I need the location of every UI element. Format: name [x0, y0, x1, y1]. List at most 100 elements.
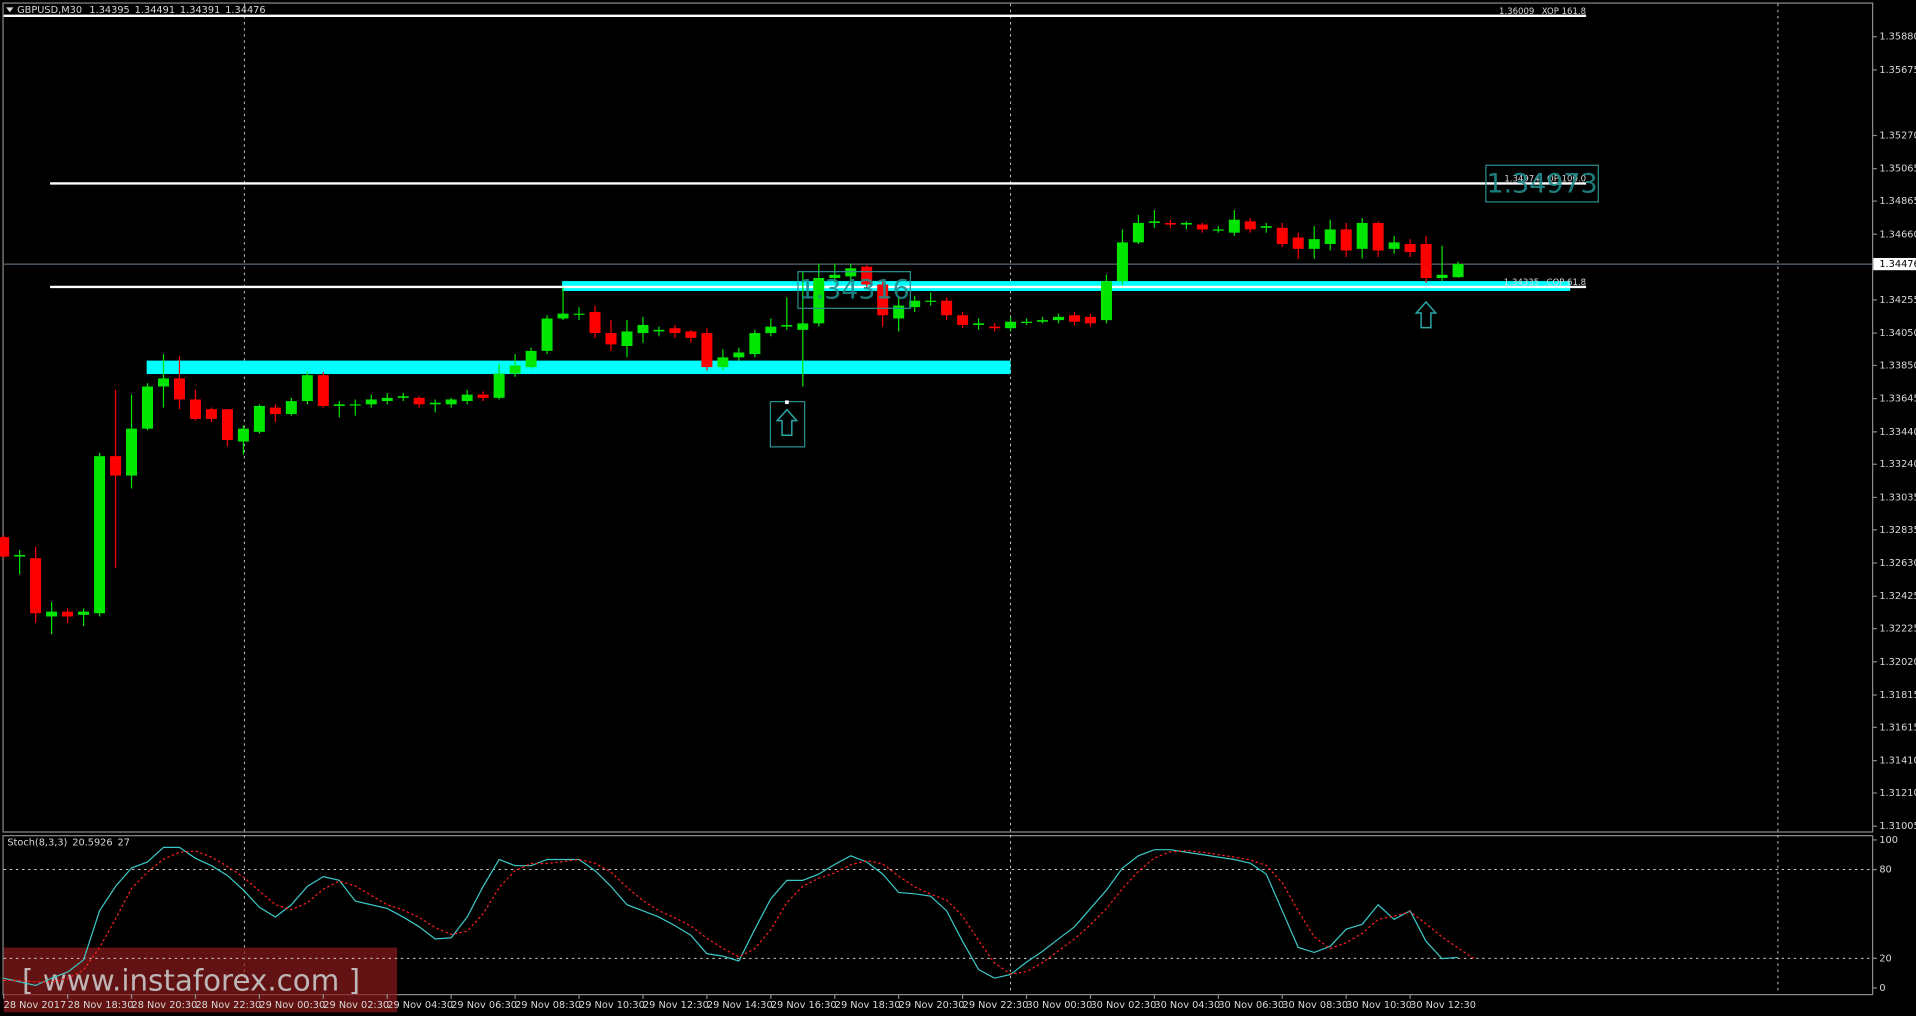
x-tick-label: 30 Nov 00:30	[1027, 1000, 1093, 1011]
header: GBPUSD,M30 1.34395 1.34491 1.34391 1.34476 S…	[6, 5, 266, 848]
candle-body	[1260, 226, 1272, 228]
level-name: OP 100.0	[1547, 174, 1586, 184]
y-tick-label: 1.31410	[1879, 756, 1916, 767]
candle-body	[1388, 242, 1400, 249]
candle-body	[142, 386, 154, 429]
candle-body	[365, 399, 377, 405]
y-tick-label: 1.32020	[1879, 657, 1916, 668]
x-tick-label: 30 Nov 04:30	[1154, 1000, 1220, 1011]
candle-body	[205, 409, 217, 419]
candle-body	[989, 326, 1001, 329]
stoch-title: Stoch(8,3,3)	[7, 837, 67, 848]
candle-body	[1404, 243, 1416, 253]
candle-body	[637, 324, 649, 334]
candle-body	[1021, 321, 1033, 323]
candle-body	[381, 397, 393, 402]
level-name: XOP 161.8	[1542, 6, 1586, 16]
candle-body	[173, 378, 185, 400]
header-close: 1.34476	[225, 5, 265, 16]
candle-body	[1180, 222, 1192, 225]
candle-body	[285, 401, 297, 415]
candle-body	[1100, 281, 1112, 321]
y-tick-label: 1.33440	[1879, 427, 1916, 438]
candle-body	[1084, 316, 1096, 324]
candle-body	[62, 611, 74, 617]
candle-body	[1212, 229, 1224, 231]
watermark-text: [ www.instaforex.com ]	[22, 963, 360, 997]
candle-body	[1196, 224, 1208, 230]
stoch-main-value: 20.5926	[72, 837, 112, 848]
candle-body	[957, 315, 969, 325]
candle-body	[813, 278, 825, 324]
signal-arrows	[769, 300, 1438, 448]
y-tick-label: 1.35880	[1879, 32, 1916, 43]
candle-body	[909, 300, 921, 308]
candle-body	[701, 333, 713, 368]
candle-body	[78, 611, 90, 615]
stoch-tick-label: 80	[1879, 865, 1891, 876]
header-high: 1.34491	[135, 5, 175, 16]
candle-body	[1308, 239, 1320, 249]
y-tick-label: 1.33035	[1879, 492, 1916, 503]
y-tick-label: 1.34660	[1879, 229, 1916, 240]
candle-body	[1244, 221, 1256, 230]
candle-body	[653, 329, 665, 332]
candle-body	[94, 456, 106, 614]
candle-body	[1116, 242, 1128, 282]
current-price-label: 1.34476	[1879, 259, 1916, 270]
candle-body	[525, 350, 537, 368]
price-label-box	[797, 271, 911, 309]
x-tick-label: 29 Nov 22:30	[963, 1000, 1029, 1011]
x-tick-label: 29 Nov 06:30	[451, 1000, 517, 1011]
x-tick-label: 30 Nov 02:30	[1090, 1000, 1156, 1011]
candle-body	[1356, 222, 1368, 249]
candle-body	[1324, 229, 1336, 244]
y-tick-label: 1.35675	[1879, 65, 1916, 76]
candle-body	[717, 357, 729, 368]
candle-body	[733, 352, 745, 358]
candle-body	[1292, 237, 1304, 249]
level-label: 1.36009 XOP 161.8	[1499, 6, 1586, 16]
candle-body	[557, 313, 569, 319]
day-separators	[243, 3, 1779, 994]
x-tick-label: 28 Nov 18:30	[68, 1000, 134, 1011]
candle-body	[1452, 264, 1464, 278]
y-tick-label: 1.34865	[1879, 196, 1916, 207]
candle-body	[1372, 222, 1384, 251]
main-panel-frame	[2, 2, 1874, 833]
zone	[146, 360, 1011, 375]
x-tick-label: 28 Nov 22:30	[195, 1000, 261, 1011]
candle-body	[0, 537, 10, 557]
header-quote: GBPUSD,M30 1.34395 1.34491 1.34391 1.34476	[17, 5, 265, 16]
candle-body	[749, 333, 761, 355]
x-tick-label: 29 Nov 18:30	[835, 1000, 901, 1011]
candle-body	[765, 326, 777, 334]
candle-body	[541, 318, 553, 351]
stoch-header: Stoch(8,3,3) 20.5926 27	[7, 837, 130, 848]
x-tick-label: 29 Nov 10:30	[579, 1000, 645, 1011]
stoch-signal-value: 27	[118, 837, 130, 848]
candle-body	[877, 284, 889, 316]
candle-body	[1053, 316, 1065, 321]
level-label: 1.34335 COP 61.8	[1504, 278, 1586, 288]
candle-body	[253, 405, 265, 432]
y-tick-label: 1.32835	[1879, 525, 1916, 536]
x-tick-label: 29 Nov 12:30	[643, 1000, 709, 1011]
candle-body	[669, 328, 681, 334]
candle-body	[1005, 321, 1017, 329]
candle-body	[829, 274, 841, 279]
header-open: 1.34395	[89, 5, 129, 16]
level-price: 1.34974	[1504, 174, 1539, 184]
candle-body	[1436, 274, 1448, 279]
stoch-line	[3, 846, 1459, 987]
candle-body	[445, 399, 457, 405]
level-price: 1.34335	[1504, 278, 1539, 288]
candle-body	[509, 365, 521, 374]
candle-body	[477, 394, 489, 398]
y-tick-label: 1.31005	[1879, 821, 1916, 832]
y-tick-label: 1.35270	[1879, 130, 1916, 141]
candles	[0, 209, 1464, 635]
candle-body	[1037, 320, 1049, 322]
